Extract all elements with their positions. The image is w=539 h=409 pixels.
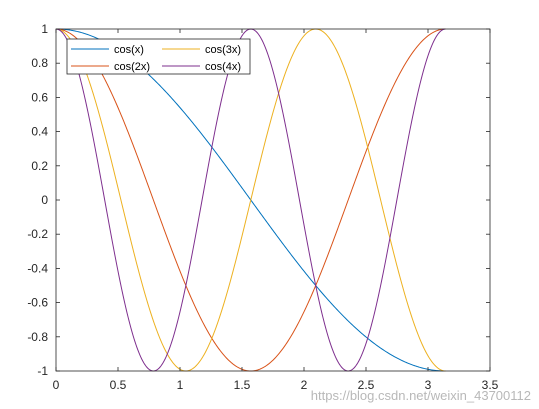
legend-label-cos-4x: cos(4x): [205, 61, 241, 73]
y-tick-label: -1: [37, 364, 48, 378]
y-tick-label: 0.4: [31, 125, 48, 139]
y-tick-label: -0.4: [27, 261, 48, 275]
tick-layer: 0 0.5 1 1.5 2 2.5 3 3.5 -1 -0.8 -0.6 -0.4 -0.2 0 0.2 0.…: [27, 22, 498, 392]
x-tick-label: 0.5: [110, 378, 127, 392]
plot-area: [56, 29, 490, 371]
y-tick-label: 0.8: [31, 56, 48, 70]
y-tick-label: -0.6: [27, 296, 48, 310]
x-tick-label: 0: [53, 378, 60, 392]
x-tick-label: 2.5: [358, 378, 375, 392]
y-tick-label: 0.2: [31, 159, 48, 173]
x-tick-label: 2: [301, 378, 308, 392]
y-tick-label: 0: [41, 193, 48, 207]
series-line-3: [55, 28, 446, 372]
y-tick-label: -0.2: [27, 227, 48, 241]
x-tick-label: 1.5: [234, 378, 251, 392]
x-tick-label: 1: [177, 378, 184, 392]
legend-box: [66, 38, 251, 75]
y-tick-label: 0.6: [31, 90, 48, 104]
x-tick-label: 3: [425, 378, 432, 392]
y-tick-label: 1: [41, 22, 48, 36]
x-tick-label: 3.5: [482, 378, 499, 392]
legend-label-cos-3x: cos(3x): [205, 44, 241, 56]
legend: cos(x) cos(2x) cos(3x) cos(4x): [66, 38, 251, 75]
legend-label-cos-2x: cos(2x): [114, 61, 150, 73]
watermark: https://blog.csdn.net/weixin_43700112: [310, 388, 531, 403]
legend-label-cos-x: cos(x): [114, 44, 144, 56]
y-tick-label: -0.8: [27, 330, 48, 344]
